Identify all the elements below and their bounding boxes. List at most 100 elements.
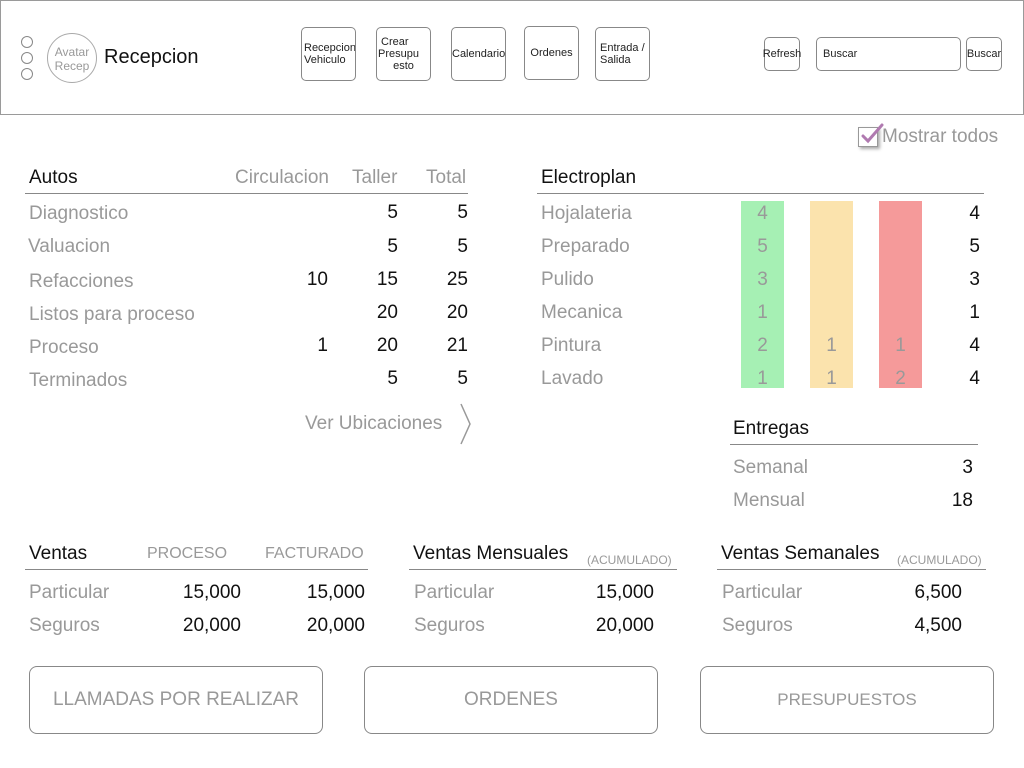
row-total: 20: [446, 302, 468, 323]
ventas-col-proceso: PROCESO: [147, 545, 228, 562]
row-label: Pulido: [541, 269, 594, 290]
row-taller: 20: [376, 302, 398, 323]
row-value: 15,000: [595, 582, 654, 603]
row-value: 3: [962, 457, 973, 478]
row-label: Preparado: [541, 236, 630, 257]
avatar-label-line2: Recep: [54, 59, 90, 73]
ver-ubicaciones-link[interactable]: Ver Ubicaciones: [305, 413, 443, 434]
window-control-dot[interactable]: [21, 52, 33, 64]
nav-recepcion-vehiculo-button[interactable]: Recepcion Vehiculo: [301, 27, 356, 81]
nav-label: esto: [393, 60, 414, 72]
row-label: Valuacion: [28, 236, 111, 257]
ventas-mensuales-divider: [409, 569, 677, 570]
presupuestos-button[interactable]: PRESUPUESTOS: [700, 666, 994, 734]
row-green-value: 3: [757, 269, 768, 290]
header-bar: Avatar Recep Recepcion Recepcion Vehicul…: [0, 0, 1024, 115]
row-label: Diagnostico: [29, 203, 129, 224]
row-taller: 5: [387, 236, 398, 257]
row-label: Seguros: [414, 615, 485, 636]
nav-label: Entrada /: [600, 42, 645, 54]
row-label: Seguros: [722, 615, 793, 636]
search-input[interactable]: [816, 37, 961, 71]
row-label: Refacciones: [29, 271, 134, 292]
row-taller: 5: [387, 202, 398, 223]
page-title: Recepcion: [104, 46, 199, 68]
electroplan-title: Electroplan: [541, 167, 637, 188]
window-control-dot[interactable]: [21, 68, 33, 80]
row-label: Lavado: [541, 368, 604, 389]
ordenes-button[interactable]: ORDENES: [364, 666, 658, 734]
row-label: Mecanica: [541, 302, 623, 323]
row-total: 5: [457, 236, 468, 257]
nav-calendario-button[interactable]: Calendario: [451, 27, 506, 81]
row-taller: 15: [376, 269, 398, 290]
nav-label: Vehiculo: [304, 54, 346, 66]
row-label: Hojalateria: [541, 203, 632, 224]
row-total: 25: [446, 269, 468, 290]
refresh-button[interactable]: Refresh: [763, 37, 801, 71]
row-taller: 5: [387, 368, 398, 389]
row-taller: 20: [376, 335, 398, 356]
llamadas-por-realizar-button[interactable]: LLAMADAS POR REALIZAR: [29, 666, 323, 734]
avatar-label-line1: Avatar: [54, 45, 90, 59]
nav-ordenes-button[interactable]: Ordenes: [524, 26, 579, 80]
nav-label: Ordenes: [530, 47, 573, 59]
electroplan-red-column: [879, 201, 922, 388]
row-label: Pintura: [541, 335, 602, 356]
row-total: 3: [969, 269, 980, 290]
row-total: 4: [969, 368, 980, 389]
checkmark-icon: [861, 123, 884, 144]
nav-label: Recepcion: [304, 42, 356, 54]
row-yellow-value: 1: [826, 335, 837, 356]
row-green-value: 2: [757, 335, 768, 356]
autos-col-total: Total: [426, 167, 467, 188]
row-red-value: 1: [895, 335, 906, 356]
row-yellow-value: 1: [826, 368, 837, 389]
show-all-toggle[interactable]: Mostrar todos: [858, 123, 999, 148]
row-label: Particular: [414, 582, 495, 603]
row-value: 4,500: [914, 615, 962, 636]
row-circulacion: 1: [317, 335, 328, 356]
row-green-value: 1: [757, 302, 768, 323]
row-value: 6,500: [914, 582, 962, 603]
ventas-mensuales-note: (ACUMULADO): [587, 553, 672, 567]
nav-label: Presupu: [378, 48, 419, 60]
autos-col-circulacion: Circulacion: [235, 167, 329, 188]
row-proceso: 15,000: [182, 582, 241, 603]
nav-label: Salida: [600, 54, 631, 66]
ventas-title: Ventas: [29, 543, 88, 564]
row-total: 5: [969, 236, 980, 257]
row-green-value: 4: [757, 203, 768, 224]
window-control-dot[interactable]: [21, 36, 33, 48]
nav-label: Calendario: [452, 48, 506, 60]
show-all-checkbox[interactable]: [858, 123, 884, 147]
row-circulacion: 10: [306, 269, 328, 290]
nav-crear-presupuesto-button[interactable]: Crear Presupu esto: [376, 27, 431, 81]
row-label: Proceso: [29, 337, 99, 358]
autos-title: Autos: [29, 167, 78, 188]
nav-label: Crear: [381, 36, 409, 48]
show-all-label: Mostrar todos: [882, 126, 999, 147]
row-label: Semanal: [733, 457, 808, 478]
ventas-semanales-title: Ventas Semanales: [721, 543, 880, 564]
electroplan-green-column: [741, 201, 784, 388]
ventas-semanales-divider: [717, 569, 986, 570]
row-green-value: 1: [757, 368, 768, 389]
window-controls: [21, 36, 33, 84]
row-total: 1: [969, 302, 980, 323]
avatar[interactable]: Avatar Recep: [47, 33, 97, 83]
nav-entrada-salida-button[interactable]: Entrada / Salida: [595, 27, 650, 81]
row-label: Listos para proceso: [29, 304, 195, 325]
chevron-right-icon[interactable]: [458, 402, 472, 446]
row-total: 4: [969, 203, 980, 224]
autos-divider: [25, 193, 468, 194]
row-label: Mensual: [733, 490, 805, 511]
row-red-value: 2: [895, 368, 906, 389]
search-button[interactable]: Buscar: [966, 37, 1002, 71]
row-total: 21: [446, 335, 468, 356]
row-facturado: 20,000: [306, 615, 365, 636]
row-green-value: 5: [757, 236, 768, 257]
row-proceso: 20,000: [182, 615, 241, 636]
row-total: 4: [969, 335, 980, 356]
electroplan-yellow-column: [810, 201, 853, 388]
